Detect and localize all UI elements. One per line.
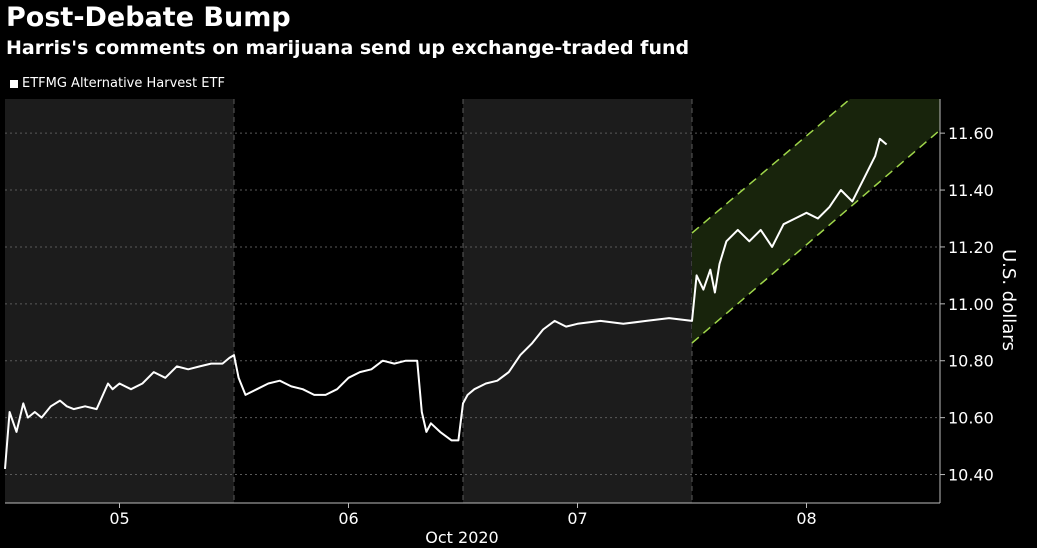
legend-label: ETFMG Alternative Harvest ETF bbox=[22, 76, 225, 91]
trend-channel-upper bbox=[691, 98, 851, 234]
legend-swatch bbox=[10, 79, 18, 88]
x-tick-label-2: 07 bbox=[567, 509, 587, 528]
y-tick-label-1: 10.60 bbox=[948, 409, 994, 428]
chart-subtitle: Harris's comments on marijuana send up e… bbox=[6, 37, 690, 59]
x-tick-labels: 05 06 07 08 bbox=[109, 503, 817, 528]
shaded-session-1 bbox=[463, 99, 692, 503]
legend: ETFMG Alternative Harvest ETF bbox=[10, 76, 225, 91]
y-tick-label-5: 11.40 bbox=[948, 181, 994, 200]
gridlines bbox=[5, 99, 940, 503]
y-tick-label-6: 11.60 bbox=[948, 124, 994, 143]
y-axis-label: U.S. dollars bbox=[998, 249, 1019, 351]
x-tick-label-3: 08 bbox=[796, 509, 816, 528]
y-tick-label-0: 10.40 bbox=[948, 466, 994, 485]
axes bbox=[5, 99, 941, 504]
y-tick-label-4: 11.20 bbox=[948, 238, 994, 257]
shaded-session-0 bbox=[5, 99, 234, 503]
series-line-0 bbox=[4, 137, 888, 469]
chart-title: Post-Debate Bump bbox=[6, 2, 291, 33]
y-tick-label-3: 11.00 bbox=[948, 295, 994, 314]
price-line bbox=[4, 137, 888, 469]
y-tick-label-2: 10.80 bbox=[948, 352, 994, 371]
session-shading bbox=[5, 99, 692, 503]
trend-channel-fill bbox=[692, 99, 940, 343]
trend-channel bbox=[691, 98, 941, 344]
x-axis-label: Oct 2020 bbox=[425, 528, 498, 547]
x-tick-label-0: 05 bbox=[109, 509, 129, 528]
y-tick-labels: 10.40 10.60 10.80 11.00 11.20 11.40 11.60 bbox=[940, 124, 994, 485]
trend-channel-lower bbox=[691, 129, 941, 344]
x-tick-label-1: 06 bbox=[338, 509, 358, 528]
